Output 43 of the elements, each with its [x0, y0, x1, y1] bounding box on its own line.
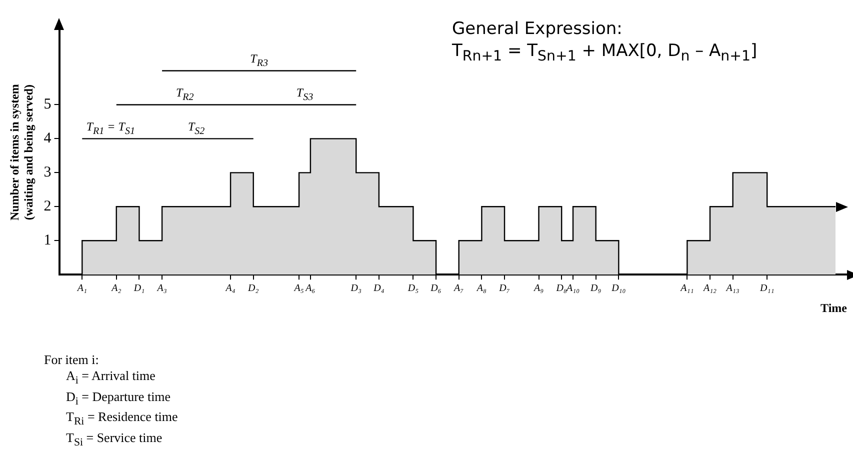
- x-tick-label: A₁: [76, 283, 87, 294]
- text: T$_{Si}$ = Service time: [65, 430, 164, 450]
- y-tick-label: 3: [44, 164, 52, 181]
- annotation: T$_{R3}$: [250, 51, 268, 70]
- x-tick-label: A₂: [110, 283, 122, 294]
- text: A$_{i}$ = Arrival time: [65, 368, 156, 389]
- x-tick-label: D₁₀: [610, 283, 626, 294]
- x-tick-label: A₆: [304, 283, 316, 294]
- x-tick-label: D₇: [498, 283, 510, 294]
- x-tick-label: A₉: [532, 283, 544, 294]
- x-tick-label: D₄: [372, 283, 385, 294]
- x-tick-label: A₁₃: [725, 283, 740, 294]
- x-tick-label: A₁₀: [565, 283, 580, 294]
- x-tick-label: A₁₂: [702, 283, 718, 294]
- x-tick-label: D₂: [247, 283, 260, 294]
- annotation: T$_{R2}$: [176, 85, 194, 104]
- y-axis-title: Number of items in system (waiting and being served): [7, 84, 36, 221]
- text: T$_{Ri}$ = Residence time: [65, 409, 178, 430]
- x-tick-label: D₆: [430, 283, 442, 294]
- text: For item i:: [44, 352, 100, 368]
- x-tick-label: A₄: [224, 283, 236, 294]
- x-tick-label: A₇: [453, 283, 464, 294]
- x-tick-label: D₈: [555, 283, 568, 294]
- x-axis-title: Time: [820, 300, 848, 315]
- y-tick-label: 1: [44, 232, 52, 249]
- text: D$_{i}$ = Departure time: [65, 388, 172, 410]
- x-tick-label: A₃: [156, 283, 168, 294]
- annotation: T$_{S3}$: [296, 85, 314, 104]
- text: T$_{Rn+1}$ = T$_{Sn+1}$ + MAX[0, D$_{n}$ – A$_{n+1}$]: [452, 41, 758, 64]
- x-tick-label: D₃: [350, 283, 362, 294]
- y-tick-label: 2: [44, 198, 52, 215]
- x-tick-label: D₁: [132, 283, 145, 294]
- annotation: T$_{S2}$: [188, 119, 205, 138]
- x-tick-label: A₅: [293, 283, 304, 294]
- x-tick-label: D₅: [406, 283, 420, 294]
- x-tick-label: D₉: [590, 283, 602, 294]
- annotation: General Expression:: [452, 18, 624, 40]
- y-tick-label: 4: [44, 130, 52, 147]
- x-tick-label: A₁₁: [680, 283, 694, 294]
- y-tick-label: 5: [44, 96, 52, 113]
- annotation: T$_{R1}$ = T$_{S1}$: [86, 119, 135, 138]
- x-tick-label: A₈: [476, 283, 487, 294]
- x-tick-label: D₁₁: [758, 283, 774, 294]
